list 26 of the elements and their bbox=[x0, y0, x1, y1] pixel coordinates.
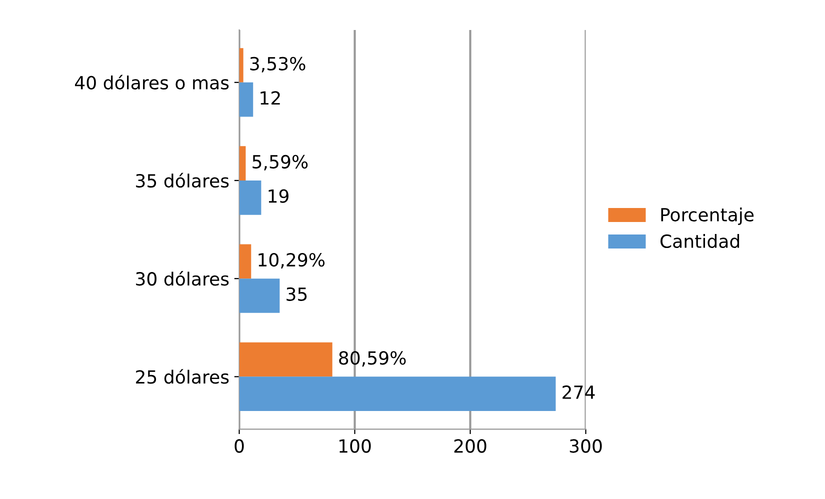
data-label: 12 bbox=[260, 91, 280, 105]
bar bbox=[239, 48, 244, 82]
x-tick-label: 0 bbox=[234, 439, 244, 453]
bar bbox=[239, 82, 254, 117]
bar bbox=[239, 376, 556, 411]
y-tick-label: 25 dólares bbox=[136, 369, 229, 384]
bar bbox=[239, 342, 332, 377]
data-label: 3,53% bbox=[250, 56, 306, 72]
data-label: 274 bbox=[562, 385, 595, 399]
y-tick-label: 30 dólares bbox=[136, 271, 229, 286]
y-tick-label: 40 dólares o mas bbox=[74, 74, 229, 90]
legend-label: Cantidad bbox=[660, 234, 740, 248]
x-tick-label: 200 bbox=[454, 439, 486, 453]
data-label: 19 bbox=[268, 189, 288, 203]
bar bbox=[239, 180, 262, 215]
bar bbox=[239, 278, 280, 313]
bar bbox=[239, 244, 252, 279]
data-label: 5,59% bbox=[252, 154, 308, 170]
data-label: 10,29% bbox=[258, 253, 325, 268]
data-label: 80,59% bbox=[339, 351, 406, 367]
x-tick-label: 300 bbox=[570, 439, 602, 453]
y-tick-label: 35 dólares bbox=[136, 172, 229, 188]
data-label: 35 bbox=[286, 287, 307, 301]
bar bbox=[239, 146, 246, 180]
legend-label: Porcentaje bbox=[661, 208, 754, 226]
x-tick-label: 100 bbox=[340, 439, 371, 453]
